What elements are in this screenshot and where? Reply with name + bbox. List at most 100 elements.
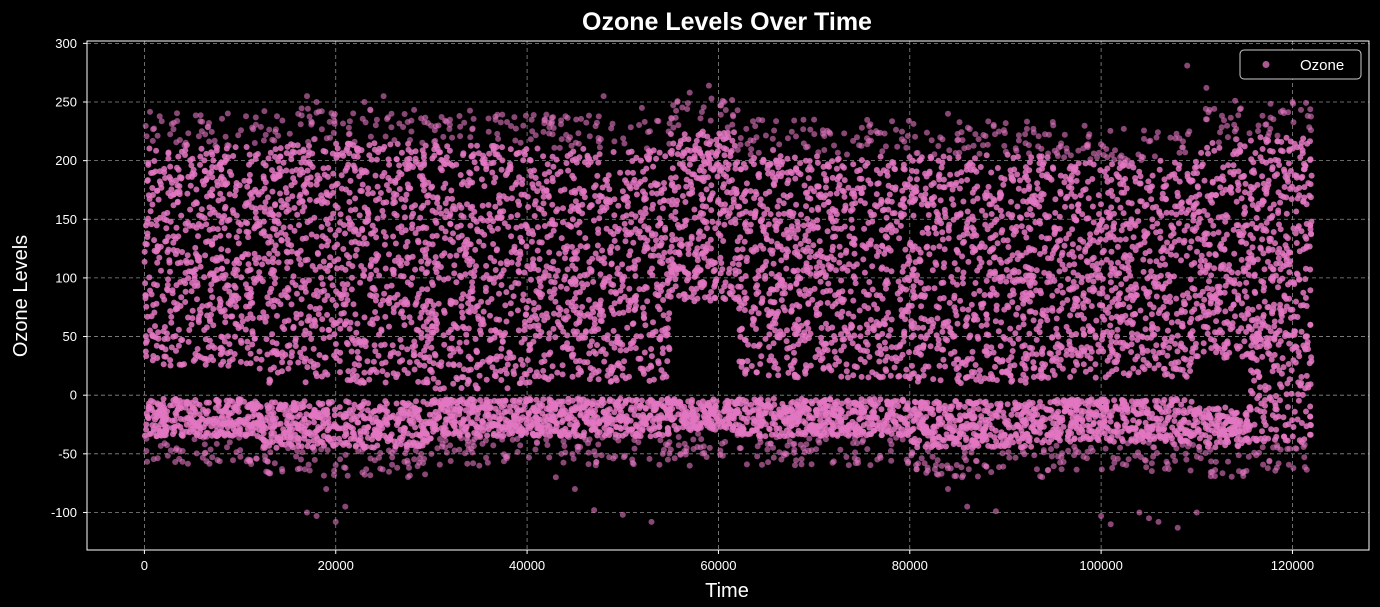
data-point <box>158 267 164 274</box>
data-point <box>641 414 647 421</box>
data-point <box>148 405 155 411</box>
data-point <box>202 449 209 456</box>
data-point <box>203 399 210 406</box>
data-point <box>517 442 524 449</box>
data-point <box>636 228 643 235</box>
data-point <box>473 303 480 310</box>
data-point <box>416 432 423 439</box>
data-point <box>326 262 333 269</box>
data-point <box>146 145 153 152</box>
data-point <box>614 244 621 251</box>
data-point <box>346 198 353 205</box>
data-point <box>312 306 319 312</box>
data-point <box>311 406 318 413</box>
data-point <box>208 281 215 288</box>
data-point <box>418 265 425 272</box>
data-point <box>372 348 379 355</box>
data-point <box>328 317 335 323</box>
data-point <box>300 148 307 155</box>
data-point <box>492 405 499 412</box>
data-point <box>301 345 308 352</box>
data-point <box>265 155 272 162</box>
data-point <box>601 207 608 214</box>
data-point <box>284 265 291 272</box>
data-point <box>203 221 210 228</box>
data-point <box>414 411 421 417</box>
data-point <box>421 362 428 369</box>
data-point <box>460 150 467 157</box>
data-point <box>432 209 439 216</box>
data-point <box>260 309 267 316</box>
data-point <box>180 277 187 284</box>
data-point <box>317 425 324 432</box>
data-point <box>613 339 620 346</box>
data-point <box>192 266 199 273</box>
data-point <box>233 180 240 186</box>
data-point <box>341 286 348 293</box>
data-point <box>384 283 390 290</box>
data-point <box>270 410 277 416</box>
data-point <box>602 275 609 282</box>
data-point <box>419 139 426 146</box>
data-point <box>671 455 678 462</box>
data-point <box>610 455 617 462</box>
data-point <box>633 191 640 198</box>
data-point <box>365 400 372 407</box>
data-point <box>412 148 419 155</box>
data-point <box>432 352 439 359</box>
data-point <box>237 221 244 228</box>
data-point <box>484 459 491 466</box>
data-point <box>182 227 189 234</box>
data-point <box>367 261 374 268</box>
data-point <box>143 337 150 344</box>
data-point <box>434 200 441 206</box>
data-point <box>381 169 388 176</box>
data-point <box>673 270 680 277</box>
data-point <box>584 359 591 366</box>
data-point <box>622 400 629 407</box>
data-point <box>592 154 599 161</box>
data-point <box>657 242 664 249</box>
data-point <box>462 271 469 278</box>
data-point <box>532 174 539 181</box>
data-point <box>681 150 688 157</box>
data-point <box>304 167 311 174</box>
data-point <box>446 213 453 220</box>
data-point <box>249 341 256 348</box>
data-point <box>558 324 564 331</box>
data-point <box>599 434 606 441</box>
data-point <box>467 170 474 177</box>
data-point <box>217 161 224 168</box>
data-point <box>575 130 582 137</box>
data-point <box>324 292 331 299</box>
data-point <box>507 408 514 415</box>
data-point <box>214 226 221 233</box>
data-point <box>171 299 178 306</box>
data-point <box>507 354 514 361</box>
data-point <box>375 352 382 359</box>
data-point <box>514 307 521 314</box>
data-point <box>648 427 655 434</box>
data-point <box>419 286 426 293</box>
data-point <box>404 408 411 415</box>
data-point <box>822 184 829 191</box>
data-point <box>369 316 376 323</box>
data-point <box>309 164 316 170</box>
data-point <box>496 199 503 206</box>
data-point <box>188 288 195 295</box>
data-point <box>416 362 423 368</box>
data-point <box>327 215 334 222</box>
data-point <box>342 230 348 237</box>
data-point <box>493 144 500 150</box>
data-point <box>502 330 509 336</box>
data-point <box>297 349 304 356</box>
data-point <box>211 275 218 282</box>
data-point <box>143 421 150 428</box>
data-point <box>294 290 300 297</box>
data-point <box>722 159 729 166</box>
data-point <box>442 228 449 235</box>
data-point <box>565 399 572 406</box>
data-point <box>216 408 223 414</box>
data-point <box>307 303 314 310</box>
data-point <box>311 419 317 426</box>
